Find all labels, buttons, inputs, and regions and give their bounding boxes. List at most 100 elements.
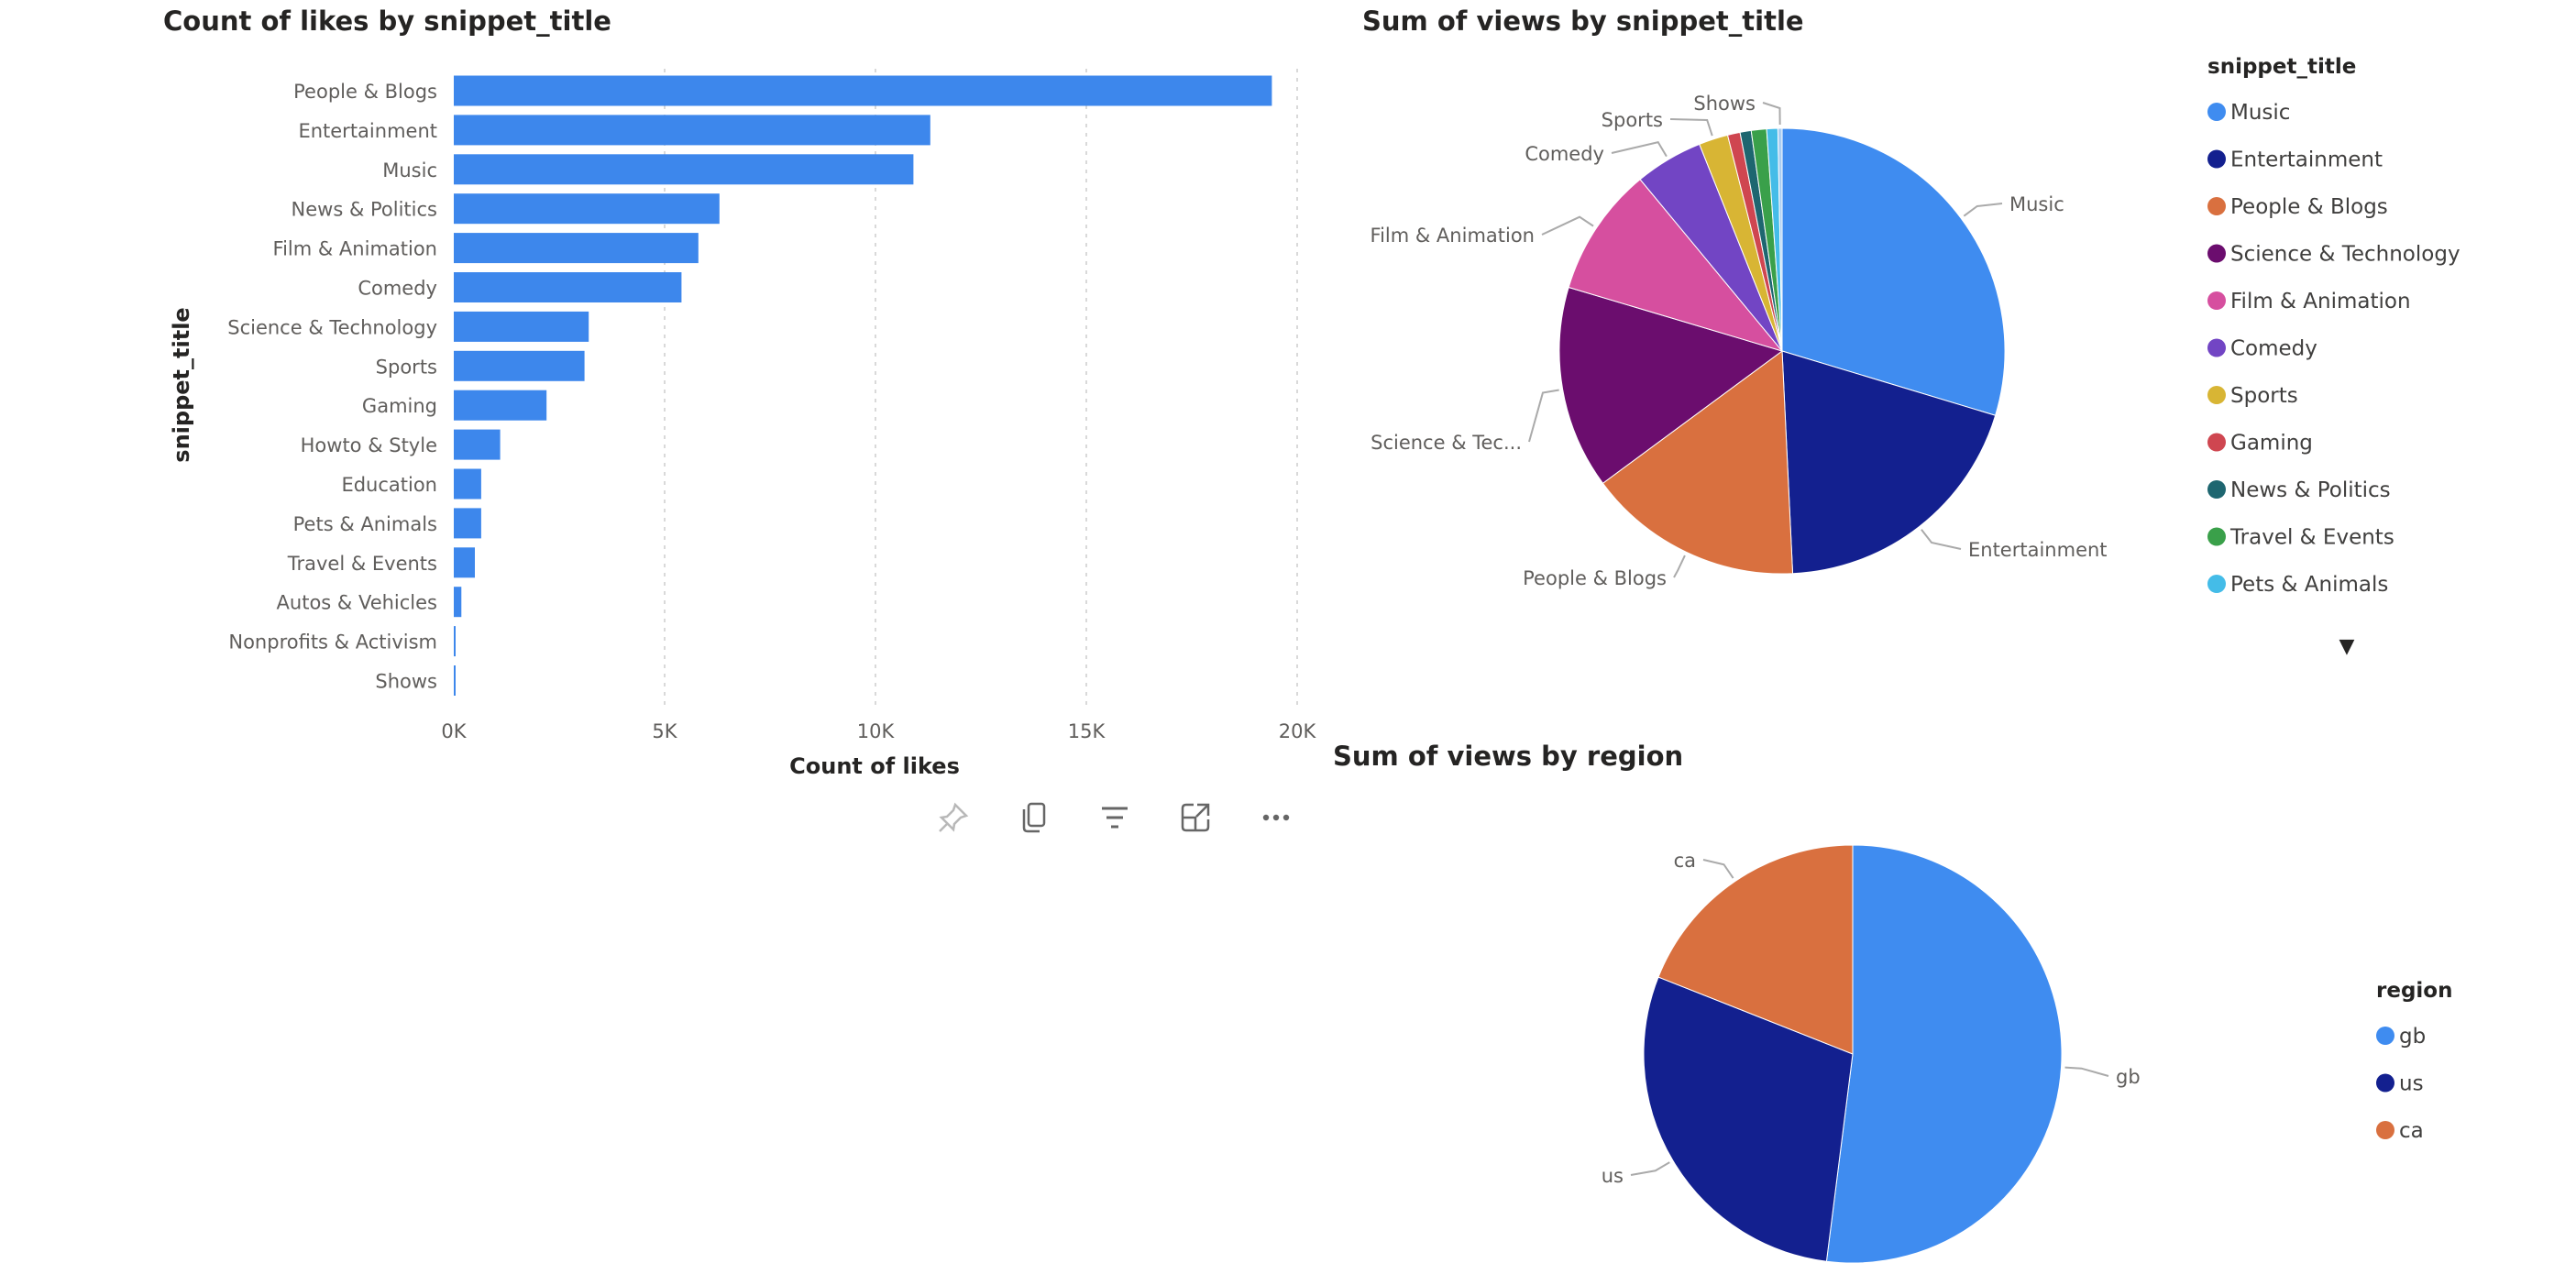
y-tick-label: Science & Technology	[227, 316, 437, 338]
y-tick-label: Comedy	[358, 278, 437, 300]
copy-visual-button[interactable]	[1016, 799, 1052, 836]
y-tick-label: Film & Animation	[273, 238, 437, 260]
bar-chart: 0K 5K 10K 15K 20K People & Blogs Entertainment…	[169, 69, 1316, 779]
bar[interactable]	[454, 272, 682, 302]
legend-item[interactable]: Pets & Animals	[2207, 573, 2388, 597]
more-options-button[interactable]	[1258, 799, 1294, 836]
legend-marker	[2207, 103, 2226, 121]
legend-label: ca	[2399, 1119, 2424, 1143]
slice-label: Comedy	[1525, 143, 1604, 165]
bar-chart-title: Count of likes by snippet_title	[163, 5, 611, 37]
legend-item[interactable]: Music	[2207, 101, 2290, 125]
y-tick-label: Shows	[375, 671, 437, 693]
pie-slice[interactable]	[1781, 350, 1997, 575]
legend-item[interactable]: us	[2376, 1072, 2424, 1096]
pin-visual-button[interactable]	[935, 799, 972, 836]
bar[interactable]	[454, 508, 481, 539]
slice-label: gb	[2116, 1066, 2141, 1088]
legend-scroll-down-arrow[interactable]: ▼	[2339, 635, 2355, 658]
bar[interactable]	[454, 233, 699, 264]
slice-label: Music	[2009, 193, 2064, 215]
legend-label: News & Politics	[2230, 478, 2391, 502]
y-tick-label: People & Blogs	[293, 81, 437, 103]
filter-button[interactable]	[1096, 799, 1133, 836]
legend-label: Pets & Animals	[2230, 573, 2388, 597]
slice-label: Entertainment	[1968, 539, 2108, 561]
pie-slice[interactable]	[1558, 286, 1784, 484]
leader-line	[2064, 1066, 2109, 1077]
legend-marker	[2207, 197, 2226, 215]
pie-slice[interactable]	[1781, 127, 2006, 416]
leader-line	[1762, 102, 1781, 126]
legend-marker	[2376, 1027, 2394, 1045]
legend-marker	[2207, 575, 2226, 593]
x-axis-title: Count of likes	[789, 753, 960, 779]
legend-item[interactable]: Sports	[2207, 384, 2298, 408]
pie-slice[interactable]	[1777, 127, 1783, 352]
bar[interactable]	[454, 75, 1272, 106]
legend-item[interactable]: Entertainment	[2207, 148, 2383, 172]
legend-item[interactable]: People & Blogs	[2207, 195, 2388, 219]
legend-label: Gaming	[2230, 432, 2313, 456]
legend-item[interactable]: Comedy	[2207, 337, 2317, 361]
focus-mode-icon	[1181, 803, 1210, 832]
y-tick-label: News & Politics	[292, 199, 437, 221]
legend-label: People & Blogs	[2230, 195, 2388, 219]
y-tick-label: Travel & Events	[287, 553, 437, 575]
leader-line	[1669, 118, 1713, 137]
pie-slice[interactable]	[1643, 976, 1854, 1262]
legend-label: Travel & Events	[2229, 526, 2394, 550]
bar[interactable]	[454, 665, 456, 696]
bar[interactable]	[454, 311, 589, 342]
legend-label: Comedy	[2230, 337, 2317, 361]
legend-label: Film & Animation	[2230, 290, 2411, 313]
bar[interactable]	[454, 468, 481, 500]
pie-slice[interactable]	[1568, 179, 1784, 352]
legend-marker	[2207, 149, 2226, 169]
slice-label: us	[1602, 1165, 1624, 1187]
legend-item[interactable]: Travel & Events	[2207, 526, 2394, 550]
bar[interactable]	[454, 429, 501, 460]
x-tick-label: 0K	[441, 720, 467, 742]
bar[interactable]	[454, 115, 930, 146]
pie-chart-title: Sum of views by snippet_title	[1362, 5, 1804, 37]
leader-line	[1921, 529, 1962, 550]
slice-label: Science & Tec...	[1371, 432, 1522, 454]
pin-icon	[939, 802, 969, 832]
legend-item[interactable]: ca	[2376, 1119, 2424, 1143]
bar[interactable]	[454, 587, 462, 618]
leader-line	[1963, 203, 2003, 217]
legend-item[interactable]: Gaming	[2207, 432, 2313, 456]
bar[interactable]	[454, 350, 585, 381]
legend-marker	[2376, 1121, 2394, 1139]
pie-chart-1: Music Entertainment People & Blogs Science …	[1371, 55, 2460, 658]
leader-line	[1541, 215, 1594, 236]
legend-item[interactable]: gb	[2376, 1025, 2426, 1049]
legend-title: region	[2376, 979, 2452, 1003]
bar[interactable]	[454, 154, 914, 185]
y-tick-label: Pets & Animals	[293, 513, 437, 535]
bar[interactable]	[454, 193, 720, 225]
pie-chart-2: gb us ca region gb us ca	[1602, 844, 2452, 1264]
bar[interactable]	[454, 390, 547, 421]
pie-slice[interactable]	[1602, 350, 1794, 575]
bar[interactable]	[454, 547, 475, 578]
slice-label: Sports	[1602, 109, 1663, 131]
legend-label: Sports	[2230, 384, 2298, 408]
legend-item[interactable]: News & Politics	[2207, 478, 2391, 502]
legend-label: us	[2399, 1072, 2424, 1096]
x-tick-label: 5K	[652, 720, 677, 742]
pie-slice[interactable]	[1657, 844, 1854, 1055]
copy-icon	[1022, 802, 1046, 833]
legend-marker	[2207, 433, 2226, 452]
focus-mode-button[interactable]	[1177, 799, 1214, 836]
legend-item[interactable]: Film & Animation	[2207, 290, 2411, 313]
bar[interactable]	[454, 626, 456, 657]
x-tick-label: 15K	[1068, 720, 1106, 742]
slice-label: People & Blogs	[1523, 567, 1667, 589]
leader-line	[1673, 555, 1686, 578]
pie-slice[interactable]	[1825, 844, 2063, 1264]
legend-item[interactable]: Science & Technology	[2207, 243, 2460, 267]
leader-line	[1630, 1161, 1670, 1176]
